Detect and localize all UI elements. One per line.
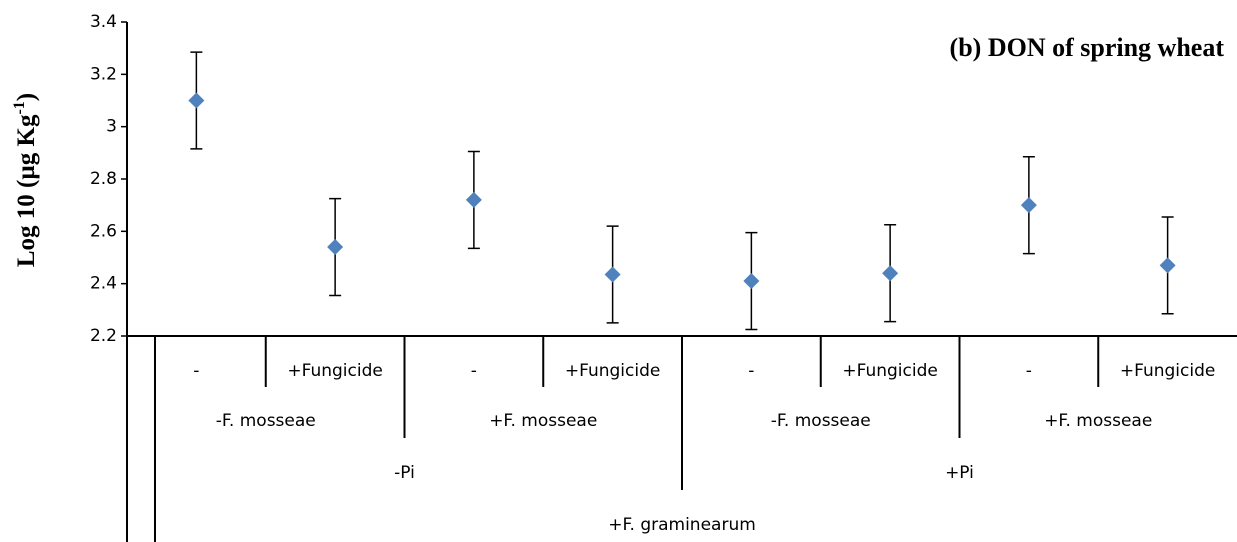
category-group-label: -Pi [394, 463, 415, 483]
point [604, 266, 621, 283]
y-label-sup: -1 [11, 101, 28, 114]
point [327, 239, 344, 256]
x-tick-label: - [1026, 361, 1032, 381]
point [1020, 197, 1037, 214]
x-tick-label: +Fungicide [565, 361, 660, 381]
category-group-label: -F. mosseae [216, 411, 316, 431]
y-tick-label: 2.4 [90, 274, 117, 294]
y-label-text: Log 10 (µg Kg [13, 114, 40, 267]
y-tick-label: 2.2 [90, 326, 117, 346]
chart-title: (b) DON of spring wheat [950, 33, 1225, 62]
y-label-end: ) [13, 93, 40, 101]
point [743, 273, 760, 290]
y-tick-label: 2.6 [90, 221, 117, 241]
x-tick-label: - [193, 361, 199, 381]
y-tick-label: 2.8 [90, 169, 117, 189]
category-group-label: +Pi [945, 463, 974, 483]
point [882, 265, 899, 282]
point [1159, 257, 1176, 274]
y-axis-label: Log 10 (µg Kg-1) [11, 93, 40, 267]
category-group-label: +F. mosseae [489, 411, 597, 431]
x-tick-label: +Fungicide [287, 361, 382, 381]
y-tick-label: 3 [106, 117, 117, 137]
x-tick-label: - [748, 361, 754, 381]
category-group-label: -F. mosseae [771, 411, 871, 431]
x-tick-label: +Fungicide [842, 361, 937, 381]
point [188, 92, 205, 109]
category-group-label: +F. mosseae [1044, 411, 1152, 431]
category-group-label: +F. graminearum [608, 515, 756, 535]
x-tick-label: - [471, 361, 477, 381]
y-tick-label: 3.2 [90, 64, 117, 84]
y-tick-label: 3.4 [90, 12, 117, 32]
x-tick-label: +Fungicide [1120, 361, 1215, 381]
point [465, 191, 482, 208]
